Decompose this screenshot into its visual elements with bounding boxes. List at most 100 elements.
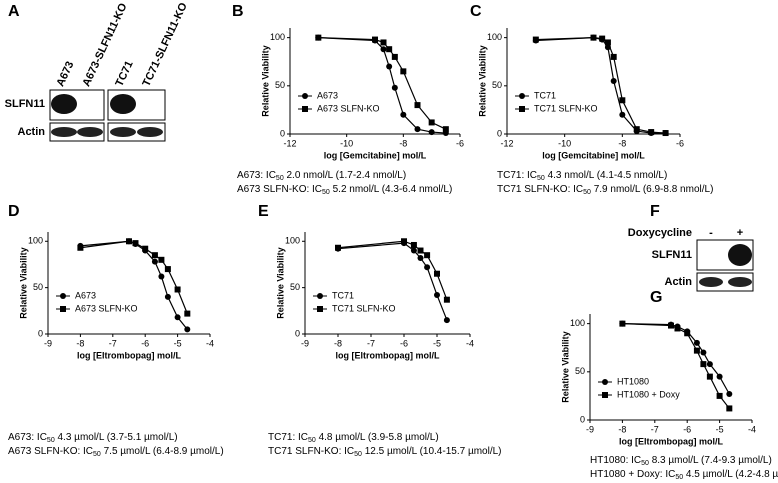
marker	[424, 252, 431, 259]
caption-text: 7.5 µmol/L (6.4-8.9 µmol/L)	[101, 446, 224, 457]
marker	[706, 361, 713, 368]
panel-letter: F	[650, 203, 660, 220]
marker	[602, 392, 608, 398]
marker	[317, 306, 323, 312]
x-tick-label: -5	[174, 338, 182, 348]
marker	[693, 347, 700, 354]
row-label: SLFN11	[652, 249, 692, 261]
x-tick-label: -8	[618, 138, 626, 148]
y-tick-label: 0	[497, 128, 502, 138]
marker	[428, 129, 435, 136]
x-tick-label: -12	[500, 138, 513, 148]
caption-text: 12.5 µmol/L (10.4-15.7 µmol/L)	[362, 446, 502, 457]
caption-text: TC71: IC	[497, 170, 537, 181]
x-tick-label: -5	[716, 424, 724, 434]
marker	[400, 111, 407, 118]
band	[699, 277, 723, 287]
legend-label: TC71 SLFN-KO	[332, 303, 396, 313]
caption: TC71: IC50 4.3 nmol/L (4.1-4.5 nmol/L)	[497, 170, 667, 182]
x-tick-label: -4	[206, 338, 214, 348]
lane-label: +	[737, 227, 743, 239]
marker	[400, 68, 407, 75]
marker	[302, 93, 308, 99]
caption-subscript: 50	[675, 474, 683, 481]
x-tick-label: -4	[466, 338, 474, 348]
legend-label: HT1080 + Doxy	[617, 389, 680, 399]
legend-label: TC71	[534, 90, 556, 100]
series-line	[318, 37, 446, 134]
panel-letter: C	[470, 3, 482, 20]
marker	[532, 36, 539, 43]
row-label: Actin	[18, 126, 46, 138]
legend-label: A673	[75, 290, 96, 300]
marker	[610, 78, 617, 84]
lane-label: TC71-SLFN11-KO	[140, 0, 190, 88]
caption-text: TC71: IC	[268, 432, 308, 443]
y-tick-label: 50	[575, 366, 585, 376]
x-tick-label: -6	[141, 338, 149, 348]
marker	[443, 317, 450, 324]
caption-text: 4.8 µmol/L (3.9-5.8 µmol/L)	[316, 432, 439, 443]
series-line	[80, 240, 188, 330]
marker	[684, 330, 691, 337]
marker	[372, 36, 378, 43]
marker	[174, 314, 181, 321]
marker	[158, 256, 165, 263]
marker	[158, 273, 165, 280]
caption-subscript: 50	[641, 460, 649, 467]
x-axis-label: log [Gemcitabine] mol/L	[324, 150, 427, 160]
marker	[668, 322, 674, 329]
legend-label: HT1080	[617, 376, 649, 386]
marker	[519, 93, 525, 99]
caption-text: 7.9 nmol/L (6.9-8.8 nmol/L)	[591, 184, 713, 195]
marker	[126, 238, 132, 245]
marker	[443, 296, 450, 303]
marker	[151, 252, 158, 259]
band	[110, 94, 136, 114]
panel-letter: A	[8, 3, 20, 20]
marker	[335, 244, 341, 251]
caption-text: A673 SLFN-KO: IC	[237, 184, 322, 195]
caption-subscript: 50	[322, 189, 330, 196]
caption-subscript: 50	[308, 437, 316, 444]
marker	[674, 325, 681, 332]
caption: TC71 SLFN-KO: IC50 12.5 µmol/L (10.4-15.…	[268, 446, 502, 458]
x-tick-label: -10	[558, 138, 571, 148]
marker	[401, 238, 407, 245]
caption: TC71 SLFN-KO: IC50 7.9 nmol/L (6.9-8.8 n…	[497, 184, 713, 196]
x-tick-label: -6	[456, 138, 464, 148]
marker	[726, 405, 733, 412]
lane-label: TC71	[113, 59, 135, 88]
band	[728, 244, 752, 266]
x-tick-label: -7	[109, 338, 117, 348]
lane-label: -	[709, 227, 713, 239]
marker	[302, 106, 308, 112]
marker	[442, 126, 449, 133]
marker	[414, 126, 421, 133]
marker	[410, 247, 417, 254]
y-tick-label: 50	[492, 80, 502, 90]
caption-subscript: 50	[537, 175, 545, 182]
caption-text: 5.2 nmol/L (4.3-6.4 nmol/L)	[330, 184, 452, 195]
caption-text: A673: IC	[237, 170, 276, 181]
legend-label: A673	[317, 90, 338, 100]
caption-text: 8.3 µmol/L (7.4-9.3 µmol/L)	[649, 455, 772, 466]
y-tick-label: 0	[38, 328, 43, 338]
marker	[424, 264, 431, 271]
caption: A673 SLFN-KO: IC50 5.2 nmol/L (4.3-6.4 n…	[237, 184, 452, 196]
band	[77, 127, 103, 137]
panel-letter: E	[258, 203, 269, 220]
y-axis-label: Relative Viability	[260, 45, 270, 116]
x-tick-label: -7	[651, 424, 659, 434]
x-tick-label: -10	[340, 138, 353, 148]
caption-text: 2.0 nmol/L (1.7-2.4 nmol/L)	[284, 170, 406, 181]
caption: HT1080 + Doxy: IC50 4.5 µmol/L (4.2-4.8 …	[590, 469, 778, 481]
series-line	[535, 37, 666, 134]
marker	[716, 373, 723, 380]
y-tick-label: 50	[275, 80, 285, 90]
caption: HT1080: IC50 8.3 µmol/L (7.4-9.3 µmol/L)	[590, 455, 772, 467]
lane-label: A673	[54, 60, 76, 89]
y-tick-label: 50	[33, 282, 43, 292]
y-axis-label: Relative Viability	[275, 247, 285, 318]
